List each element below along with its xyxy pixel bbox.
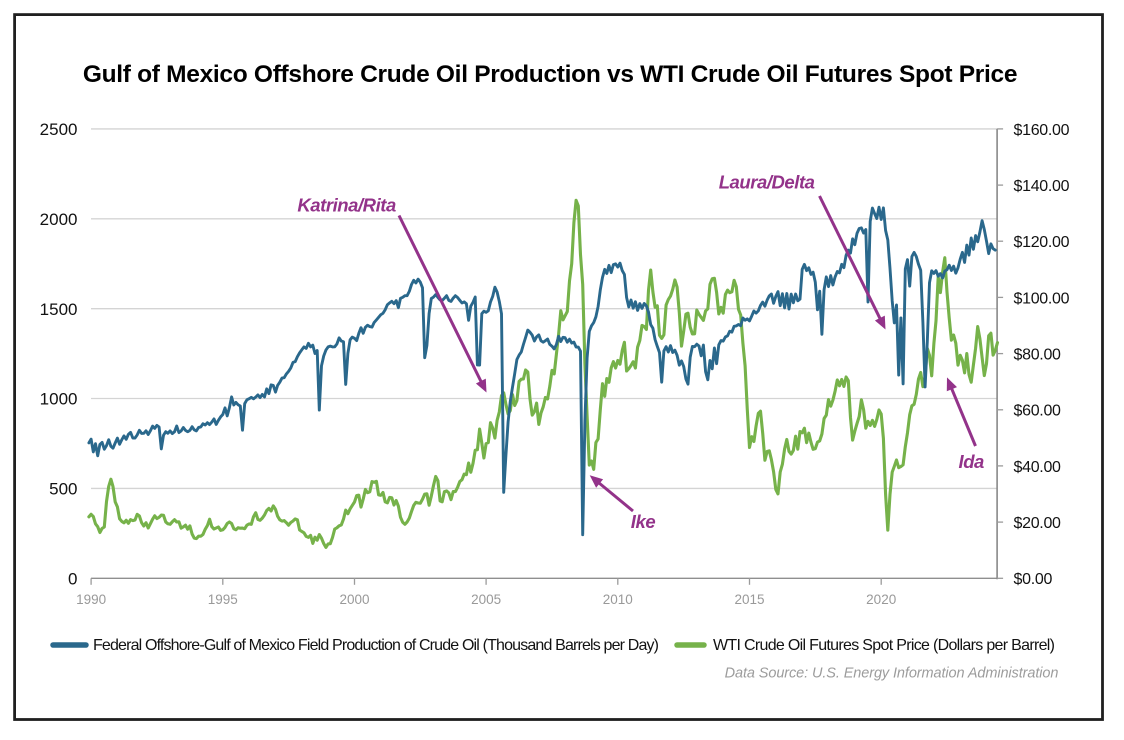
svg-text:2010: 2010 — [603, 592, 633, 607]
svg-text:Ida: Ida — [959, 451, 985, 472]
svg-text:Ike: Ike — [631, 511, 656, 532]
svg-text:2000: 2000 — [339, 592, 369, 607]
svg-text:1990: 1990 — [76, 592, 106, 607]
svg-text:2005: 2005 — [471, 592, 501, 607]
svg-text:$120.00: $120.00 — [1014, 234, 1070, 251]
svg-text:1500: 1500 — [40, 300, 78, 319]
svg-text:2015: 2015 — [734, 592, 764, 607]
svg-text:$160.00: $160.00 — [1014, 122, 1070, 139]
svg-text:Federal Offshore-Gulf of Mexic: Federal Offshore-Gulf of Mexico Field Pr… — [93, 637, 659, 654]
svg-text:Data Source: U.S. Energy Infor: Data Source: U.S. Energy Information Adm… — [725, 666, 1059, 682]
svg-text:2000: 2000 — [40, 210, 78, 229]
svg-text:1995: 1995 — [208, 592, 238, 607]
svg-text:$40.00: $40.00 — [1014, 459, 1062, 476]
svg-text:$0.00: $0.00 — [1014, 571, 1053, 588]
svg-text:Gulf of Mexico Offshore Crude: Gulf of Mexico Offshore Crude Oil Produc… — [83, 61, 1017, 88]
svg-text:1000: 1000 — [40, 390, 78, 409]
svg-text:2500: 2500 — [40, 120, 78, 139]
svg-text:500: 500 — [49, 480, 77, 499]
svg-text:WTI Crude Oil Futures Spot Pri: WTI Crude Oil Futures Spot Price (Dollar… — [713, 637, 1055, 654]
svg-text:$100.00: $100.00 — [1014, 290, 1070, 307]
svg-text:$60.00: $60.00 — [1014, 403, 1062, 420]
svg-text:0: 0 — [68, 569, 77, 588]
svg-text:$140.00: $140.00 — [1014, 178, 1070, 195]
svg-text:Laura/Delta: Laura/Delta — [719, 172, 815, 193]
svg-text:2020: 2020 — [866, 592, 896, 607]
svg-text:Katrina/Rita: Katrina/Rita — [297, 194, 396, 215]
svg-text:$20.00: $20.00 — [1014, 515, 1062, 532]
svg-text:$80.00: $80.00 — [1014, 347, 1062, 364]
